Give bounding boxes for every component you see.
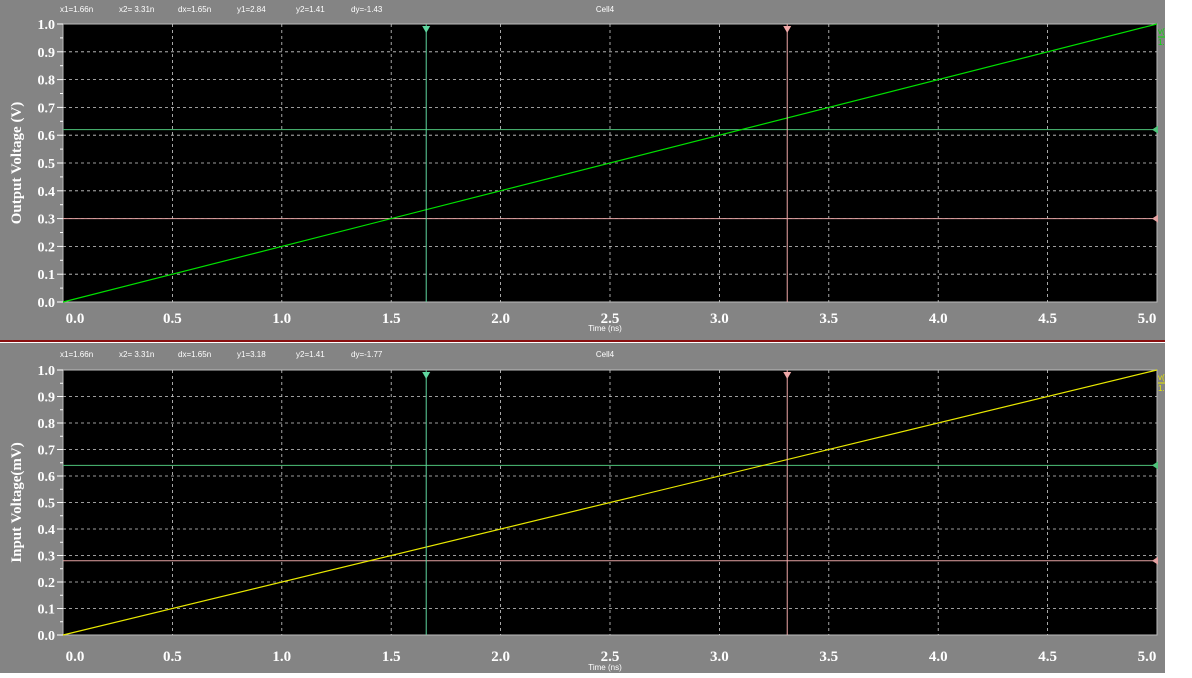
legend-value: 1.30 xyxy=(1158,38,1165,47)
cursor-readout: dy=-1.43 xyxy=(351,5,383,14)
x-tick-label: 0.0 xyxy=(66,311,85,327)
cursor-2-handle[interactable] xyxy=(783,372,792,379)
cursor-readout: y2=1.41 xyxy=(296,350,325,359)
y-tick-label: 0.1 xyxy=(38,268,56,283)
y-tick-label: 1.0 xyxy=(38,18,56,33)
x-tick-label: 2.5 xyxy=(601,311,620,327)
chart-title: Cell4 xyxy=(596,350,615,359)
y-tick-label: 0.6 xyxy=(38,470,56,485)
x-axis-title: Time (ns) xyxy=(588,663,622,672)
x-tick-label: 3.0 xyxy=(710,311,729,327)
input-voltage-panel: x1=1.66n x2= 3.31n dx=1.65n y1=3.18 y2=1.41 d… xyxy=(0,343,1178,673)
cursor-1-handle[interactable] xyxy=(422,26,431,33)
x-tick-label: 1.5 xyxy=(382,649,401,665)
y-tick-label: 0.1 xyxy=(38,603,56,618)
input-voltage-chart[interactable]: x1=1.66n x2= 3.31n dx=1.65n y1=3.18 y2=1.41 d… xyxy=(0,343,1178,673)
y-tick-label: 0.0 xyxy=(38,296,56,311)
y-tick-label: 0.0 xyxy=(38,629,56,644)
cursor-readout: x2= 3.31n xyxy=(119,350,154,359)
cursor-readout: dx=1.65n xyxy=(178,350,211,359)
series-line xyxy=(62,369,1158,636)
y-axis-title: Output Voltage (V) xyxy=(9,102,25,225)
y-tick-label: 0.8 xyxy=(38,417,56,432)
legend-series-name: v(out1) xyxy=(1158,27,1165,36)
x-tick-label: 3.5 xyxy=(819,649,838,665)
x-tick-label: 1.0 xyxy=(272,311,291,327)
cursor-2-handle[interactable] xyxy=(783,26,792,33)
x-tick-label: 0.0 xyxy=(66,649,85,665)
y-tick-label: 0.9 xyxy=(38,391,56,406)
x-tick-label: 4.5 xyxy=(1038,649,1057,665)
cursor-readout: y2=1.41 xyxy=(296,5,325,14)
x-tick-label: 2.0 xyxy=(491,649,510,665)
cursor-readout: x1=1.66n xyxy=(60,5,93,14)
cursor-a-handle[interactable] xyxy=(1152,461,1158,470)
y-tick-label: 0.5 xyxy=(38,497,56,512)
x-tick-label: 2.5 xyxy=(601,649,620,665)
cursor-a-handle[interactable] xyxy=(1152,125,1158,134)
cursor-readout: x1=1.66n xyxy=(60,350,93,359)
y-tick-label: 0.6 xyxy=(38,129,56,144)
y-tick-label: 0.5 xyxy=(38,157,56,172)
y-tick-label: 0.2 xyxy=(38,576,56,591)
y-tick-label: 0.8 xyxy=(38,74,56,89)
x-axis-title: Time (ns) xyxy=(588,324,622,333)
x-tick-label: 4.5 xyxy=(1038,311,1057,327)
x-tick-label: 4.0 xyxy=(929,649,948,665)
y-tick-label: 0.7 xyxy=(38,101,56,116)
y-tick-label: 0.4 xyxy=(38,523,56,538)
x-tick-label: 3.0 xyxy=(710,649,729,665)
x-tick-label: 1.5 xyxy=(382,311,401,327)
y-tick-label: 0.7 xyxy=(38,444,56,459)
y-tick-label: 0.3 xyxy=(38,550,56,565)
cursor-b-handle[interactable] xyxy=(1152,556,1158,565)
x-tick-label: 5.0 xyxy=(1138,311,1157,327)
legend-series-name: v(in1) xyxy=(1158,373,1165,382)
x-tick-label: 2.0 xyxy=(491,311,510,327)
x-tick-label: 3.5 xyxy=(819,311,838,327)
cursor-1-handle[interactable] xyxy=(422,372,431,379)
y-tick-label: 0.4 xyxy=(38,185,56,200)
x-tick-label: 4.0 xyxy=(929,311,948,327)
legend-value: 1.66 xyxy=(1158,384,1165,393)
y-axis-title: Input Voltage(mV) xyxy=(9,442,25,562)
y-tick-label: 0.2 xyxy=(38,240,56,255)
y-tick-label: 1.0 xyxy=(38,364,56,379)
cursor-b-handle[interactable] xyxy=(1152,214,1158,223)
cursor-readout: y1=3.18 xyxy=(237,350,266,359)
x-tick-label: 5.0 xyxy=(1138,649,1157,665)
x-tick-label: 0.5 xyxy=(163,311,182,327)
cursor-readout: y1=2.84 xyxy=(237,5,266,14)
output-voltage-chart[interactable]: x1=1.66n x2= 3.31n dx=1.65n y1=2.84 y2=1.41 d… xyxy=(0,0,1183,340)
cursor-readout: dy=-1.77 xyxy=(351,350,383,359)
cursor-readout: x2= 3.31n xyxy=(119,5,154,14)
cursor-readout: dx=1.65n xyxy=(178,5,211,14)
y-tick-label: 0.3 xyxy=(38,213,56,228)
y-tick-label: 0.9 xyxy=(38,46,56,61)
series-line xyxy=(62,23,1158,303)
x-tick-label: 1.0 xyxy=(272,649,291,665)
x-tick-label: 0.5 xyxy=(163,649,182,665)
output-voltage-panel: x1=1.66n x2= 3.31n dx=1.65n y1=2.84 y2=1.41 d… xyxy=(0,0,1183,342)
chart-title: Cell4 xyxy=(596,5,615,14)
